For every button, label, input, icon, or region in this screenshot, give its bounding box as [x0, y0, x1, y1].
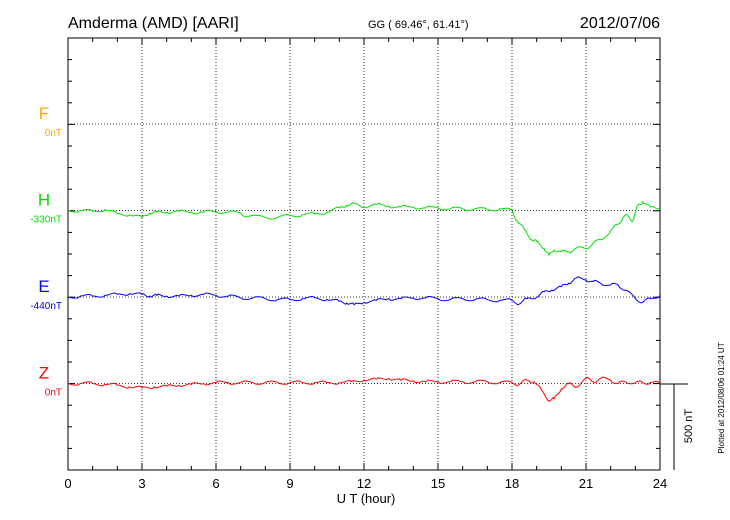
series-baseline-z: 0nT [45, 388, 62, 399]
series-line-e [67, 276, 661, 306]
series-baseline-h: -330nT [30, 215, 62, 226]
x-tick-label: 18 [505, 476, 519, 491]
x-tick-label: 24 [653, 476, 667, 491]
x-tick-labels: 0 3 6 9 12 15 18 21 24 [64, 476, 667, 491]
x-tick-label: 12 [357, 476, 371, 491]
station-coordinates: GG ( 69.46°, 61.41°) [368, 19, 469, 31]
series-baseline-f: 0nT [45, 128, 62, 139]
scale-bar: 500 nT [660, 383, 695, 470]
series-line-z [67, 376, 661, 402]
x-tick-label: 9 [286, 476, 293, 491]
x-tick-label: 21 [579, 476, 593, 491]
series-name-z: Z [39, 364, 49, 383]
series-baseline-e: -440nT [30, 301, 62, 312]
plotted-at-note: Plotted at 2012/08/06 01:24 UT [717, 342, 726, 453]
x-tick-label: 15 [431, 476, 445, 491]
series-name-e: E [38, 277, 49, 296]
x-axis-label: U T (hour) [337, 491, 396, 506]
x-tick-label: 0 [64, 476, 71, 491]
axis-ticks [67, 38, 661, 470]
x-tick-label: 3 [138, 476, 145, 491]
series-name-f: F [39, 104, 49, 123]
station-title: Amderma (AMD) [AARI] [68, 15, 239, 32]
series-labels: F 0nT H -330nT E -440nT Z 0nT [30, 104, 62, 399]
scale-bar-label: 500 nT [683, 409, 695, 444]
series-traces [67, 200, 661, 402]
chart-date: 2012/07/06 [580, 15, 660, 32]
series-line-h [67, 200, 661, 257]
series-name-h: H [38, 191, 50, 210]
x-tick-label: 6 [212, 476, 219, 491]
grid-lines [68, 38, 660, 470]
